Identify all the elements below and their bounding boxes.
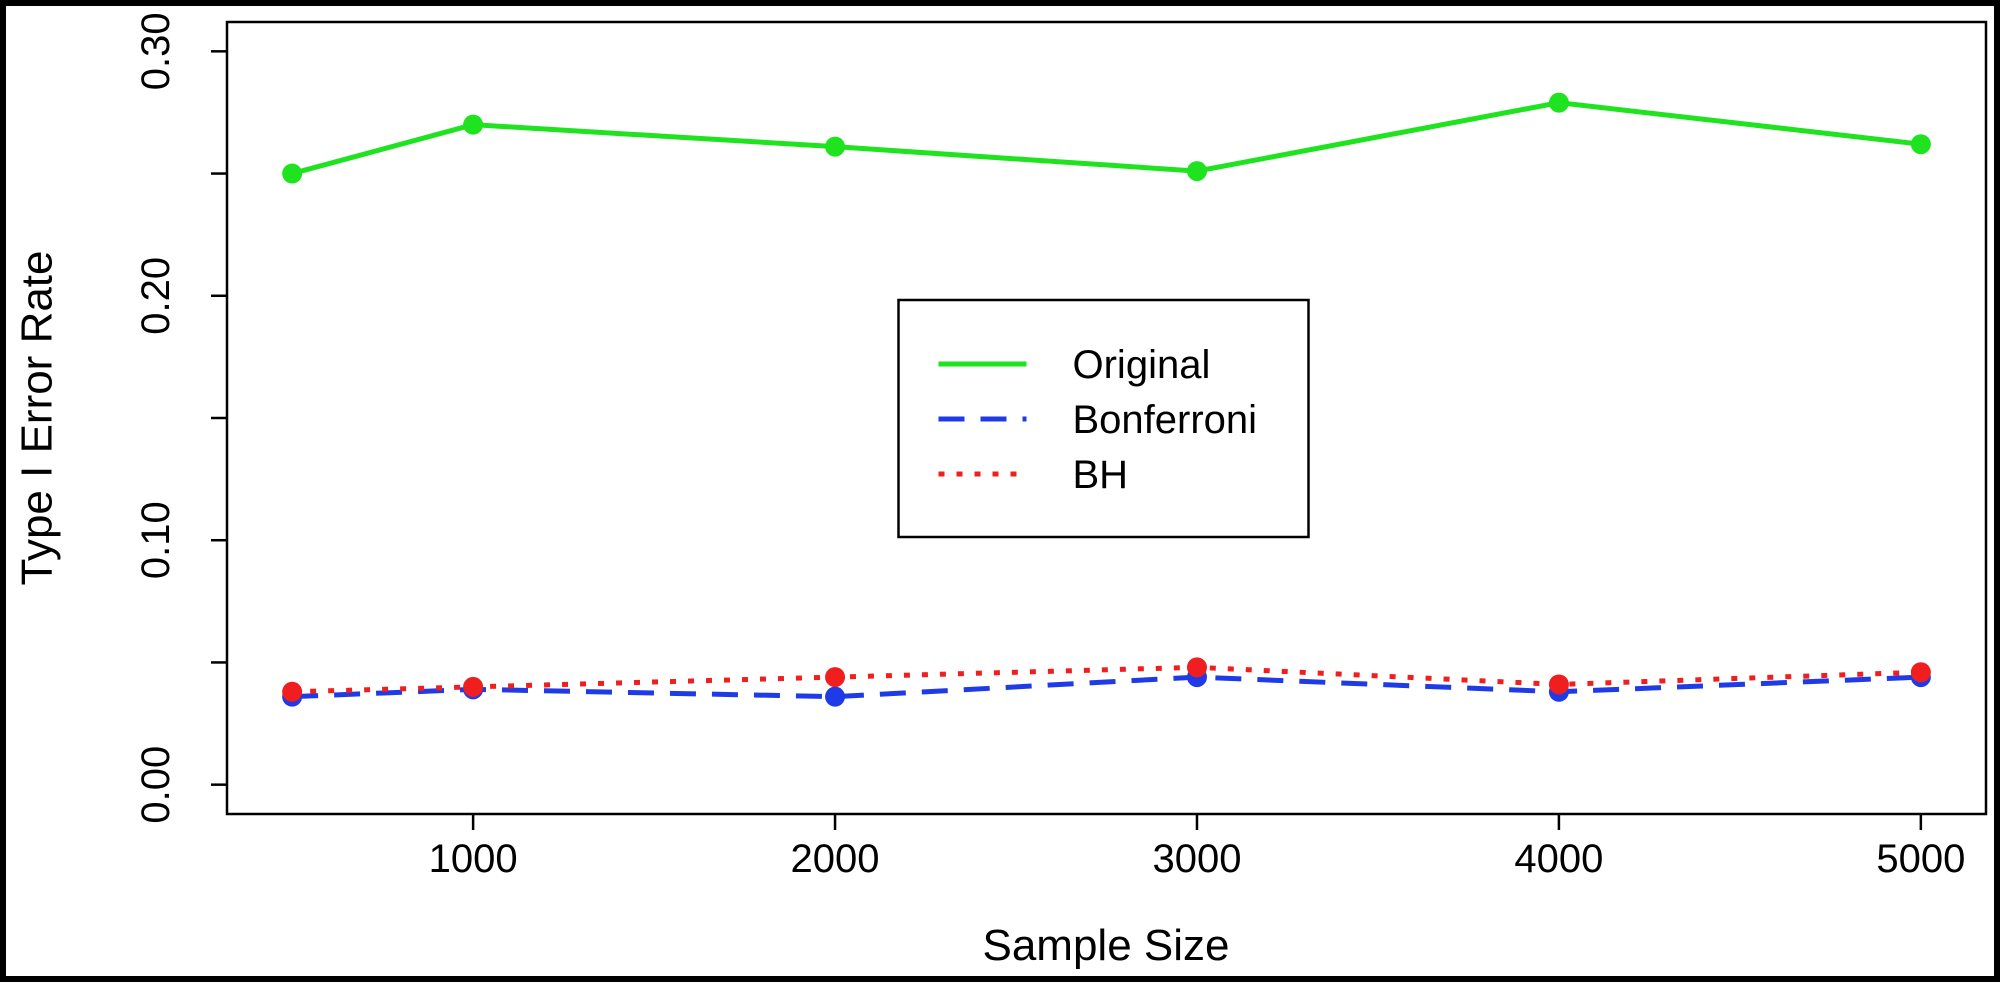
data-point — [1910, 134, 1931, 155]
x-tick-label: 5000 — [1876, 837, 1965, 881]
data-point — [825, 136, 846, 157]
data-point — [1910, 662, 1931, 683]
y-tick-label: 0.30 — [134, 12, 178, 90]
legend-label: BH — [1073, 453, 1129, 497]
data-point — [282, 163, 303, 184]
series-line — [292, 664, 1921, 695]
y-axis-title: Type I Error Rate — [13, 250, 62, 585]
legend-label: Original — [1073, 343, 1211, 387]
data-point — [282, 681, 303, 702]
data-point — [1186, 657, 1207, 678]
data-point — [1548, 92, 1569, 113]
data-point — [463, 676, 484, 697]
x-tick-label: 1000 — [429, 837, 518, 881]
data-point — [825, 686, 846, 707]
x-tick-label: 4000 — [1514, 837, 1603, 881]
data-point — [825, 667, 846, 688]
x-tick-label: 3000 — [1152, 837, 1241, 881]
y-tick-label: 0.10 — [134, 501, 178, 579]
x-axis-title: Sample Size — [982, 921, 1229, 970]
y-tick-label: 0.00 — [134, 746, 178, 824]
data-point — [463, 114, 484, 135]
x-tick-label: 2000 — [791, 837, 880, 881]
data-point — [1548, 674, 1569, 695]
series-line — [292, 674, 1921, 700]
data-point — [1186, 161, 1207, 182]
legend-box — [897, 298, 1310, 539]
legend-label: Bonferroni — [1073, 398, 1258, 442]
series-line — [291, 100, 1922, 176]
y-tick-label: 0.20 — [134, 257, 178, 335]
